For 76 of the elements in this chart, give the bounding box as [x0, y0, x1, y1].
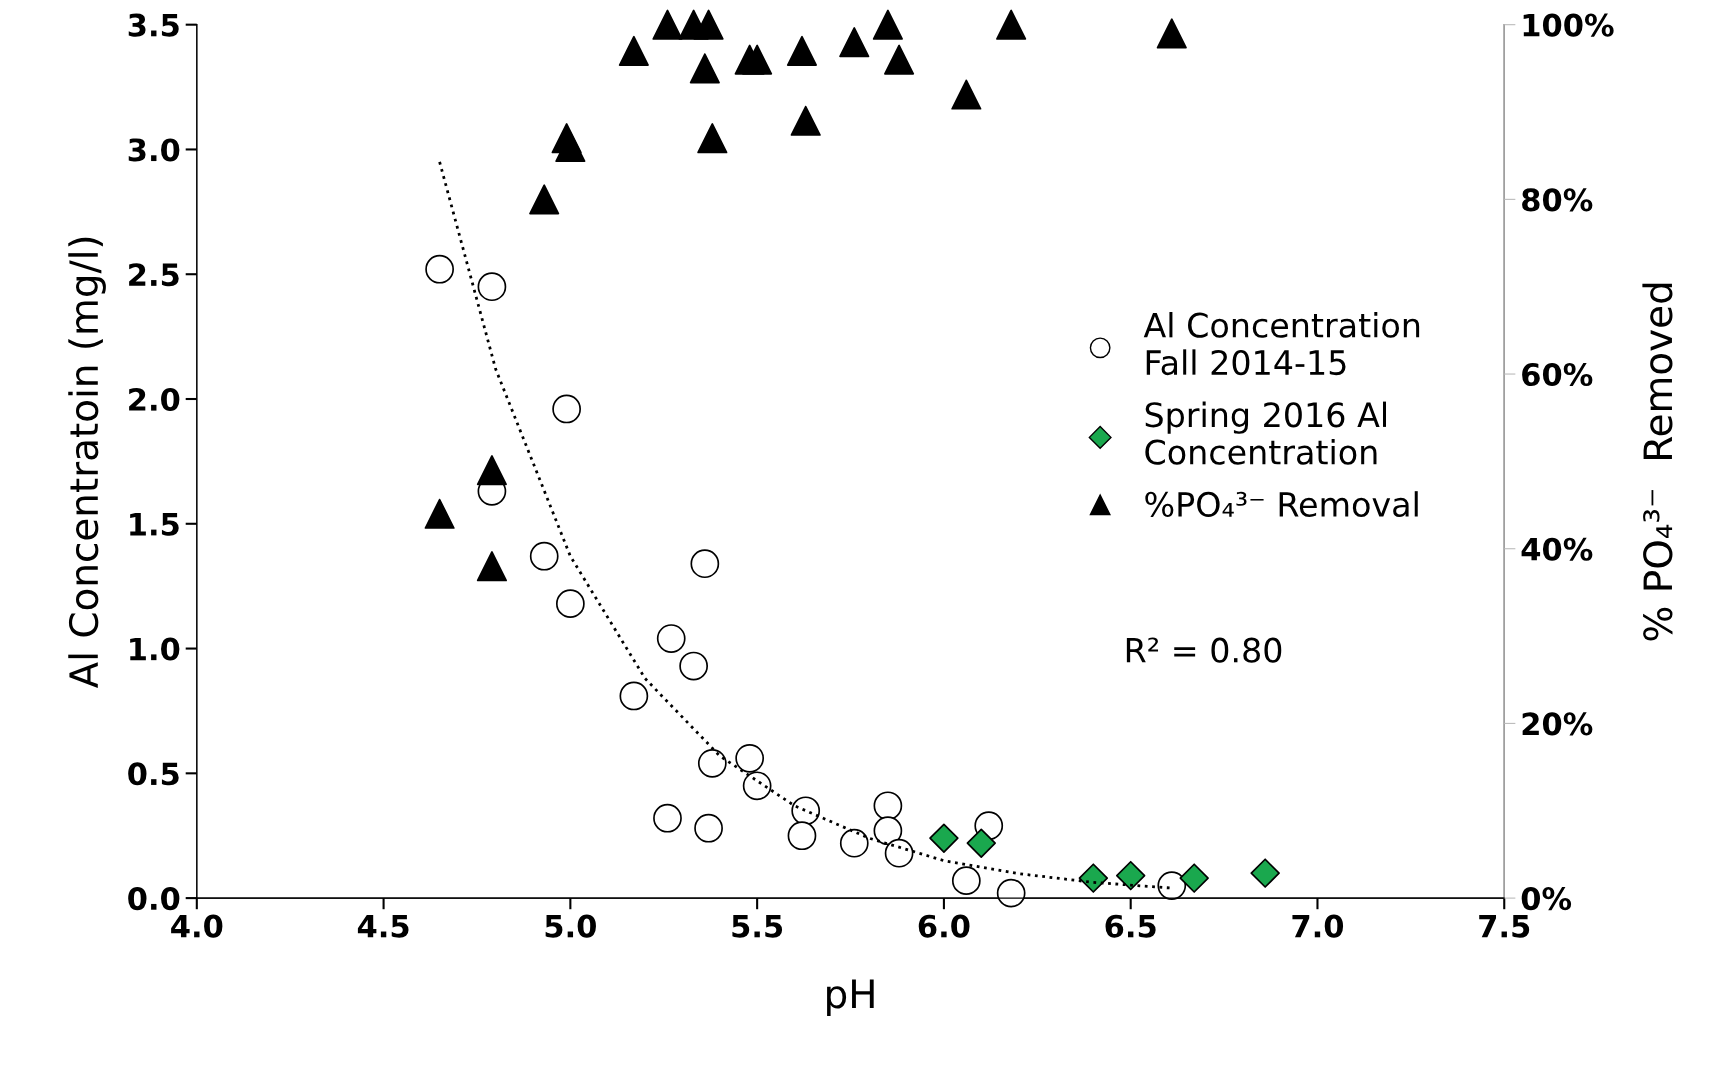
point	[619, 681, 649, 711]
point	[873, 816, 903, 846]
point	[839, 828, 869, 858]
point	[996, 878, 1026, 908]
point	[552, 394, 581, 424]
point	[697, 123, 728, 154]
point	[884, 838, 914, 868]
point	[555, 589, 585, 619]
y-tick-label: 1.5	[130, 513, 179, 536]
x-tick-label: 5.0	[545, 914, 596, 938]
y-tick-label: 2.5	[129, 263, 179, 287]
y-tick-label: 0.5	[128, 762, 179, 786]
y-tick-label: 1.0	[130, 637, 180, 661]
y2-tick-label: 80%	[1522, 188, 1593, 212]
y2-tick-label: 60%	[1522, 362, 1593, 387]
point	[966, 828, 996, 858]
legend-label: %PO₄³⁻ Removal	[1145, 491, 1418, 517]
x-axis-title: pH	[827, 979, 874, 1016]
y-tick-label: 0.0	[128, 887, 180, 911]
point	[476, 455, 507, 486]
x-tick-label: 7.0	[1292, 914, 1344, 938]
point	[786, 35, 818, 66]
legend-label: Spring 2016 Al Concentration	[1145, 401, 1387, 465]
point	[839, 27, 870, 58]
point	[996, 9, 1027, 40]
point	[742, 771, 772, 801]
point	[873, 791, 903, 821]
point	[1250, 858, 1280, 888]
point	[529, 541, 559, 571]
point	[951, 79, 982, 110]
x-tick-label: 7.5	[1479, 915, 1530, 938]
point	[689, 53, 720, 84]
y2-tick-label: 40%	[1521, 537, 1593, 561]
point	[693, 9, 724, 40]
x-tick-label: 6.5	[1105, 914, 1156, 938]
y-tick-label: 3.0	[128, 138, 180, 162]
x-tick-label: 4.5	[357, 915, 409, 938]
point	[529, 184, 560, 215]
point	[1115, 860, 1146, 891]
y-tick-label: 3.5	[128, 13, 179, 37]
point	[1179, 863, 1209, 893]
point	[1156, 18, 1187, 49]
point	[872, 9, 903, 40]
point	[679, 651, 709, 681]
y2-tick-label: 0%	[1521, 887, 1572, 911]
point	[697, 748, 727, 778]
point	[742, 44, 773, 75]
point	[652, 9, 683, 40]
point	[929, 823, 959, 853]
annotation: R² = 0.80	[1126, 637, 1282, 663]
y-axis-title: Al Concentratoin (mg/l)	[68, 237, 106, 689]
point	[694, 813, 723, 843]
point	[787, 821, 817, 851]
y2-tick-label: 20%	[1522, 712, 1593, 736]
point	[555, 131, 586, 163]
point	[1078, 863, 1109, 893]
point	[618, 35, 649, 66]
point	[656, 624, 686, 653]
y2-axis-title: % PO₄³⁻ Removed	[1642, 283, 1673, 641]
legend-label: Al Concentration Fall 2014-15	[1143, 312, 1420, 376]
point	[690, 549, 720, 579]
point	[425, 254, 454, 284]
point	[790, 105, 821, 136]
x-tick-label: 5.5	[732, 915, 783, 938]
x-tick-label: 6.0	[918, 914, 970, 938]
point	[951, 866, 981, 896]
point	[735, 743, 765, 773]
point	[476, 551, 507, 582]
y2-tick-label: 100%	[1523, 13, 1614, 37]
x-tick-label: 4.0	[171, 914, 223, 938]
point	[424, 498, 455, 529]
y-tick-label: 2.0	[129, 387, 180, 412]
point	[477, 272, 507, 302]
point	[884, 44, 915, 75]
point	[653, 803, 682, 833]
point	[791, 796, 821, 826]
